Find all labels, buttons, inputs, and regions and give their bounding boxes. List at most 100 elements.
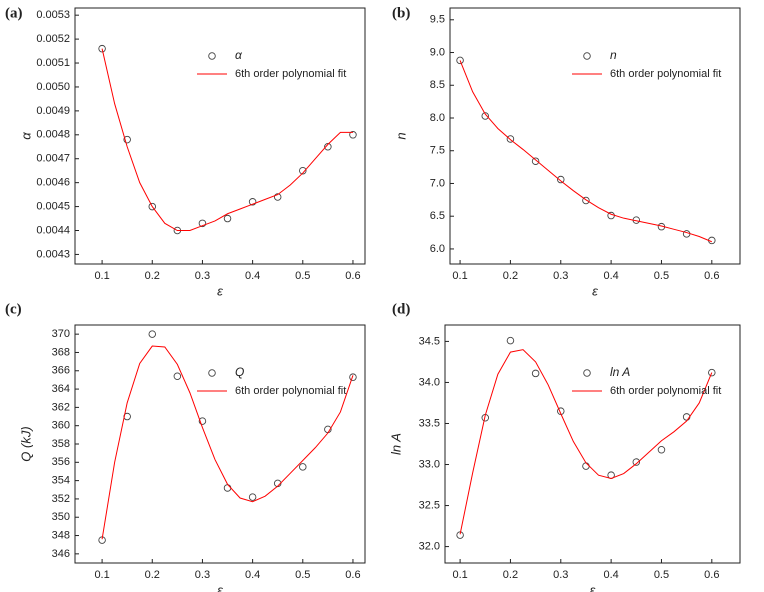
fit-line [101,345,354,540]
data-point [324,143,332,151]
fit-line [101,48,353,232]
y-tick-label: 0.0052 [36,33,70,45]
y-tick-label: 34.0 [419,376,440,388]
x-tick-label: 0.3 [553,270,568,282]
x-tick-label: 0.4 [603,270,618,282]
x-tick-label: 0.3 [553,569,568,581]
y-tick-label: 358 [52,438,70,450]
fit-line [459,60,712,243]
y-tick-label: 9.5 [430,14,445,26]
y-tick-label: 7.0 [430,177,445,189]
y-tick-label: 366 [52,365,70,377]
x-tick-label: 0.2 [503,270,518,282]
y-tick-label: 356 [52,456,70,468]
data-point [708,368,716,377]
y-tick-label: 33.0 [419,458,440,470]
data-point [123,135,131,144]
y-tick-label: 9.0 [430,46,445,58]
y-tick-label: 32.5 [419,499,440,511]
data-point [657,445,666,454]
y-tick-label: 0.0049 [36,105,70,117]
y-tick-label: 352 [52,493,70,505]
y-tick-label: 362 [52,401,70,413]
legend-marker [583,52,591,60]
y-tick-label: 364 [52,383,70,395]
y-tick-label: 32.0 [419,540,440,552]
data-point [148,202,157,211]
x-axis-label: ε [217,582,223,592]
x-axis-label: ε [217,283,223,298]
y-tick-label: 33.5 [419,417,440,429]
data-point [299,463,307,471]
legend-label: 6th order polynomial fit [235,385,346,397]
data-point [349,131,357,139]
y-tick-label: 0.0046 [36,177,70,189]
data-point [456,56,464,65]
legend-label: n [610,48,617,62]
y-tick-label: 0.0043 [36,248,70,260]
y-tick-label: 368 [52,346,70,358]
y-axis-label: α [18,132,33,140]
data-point [557,175,565,184]
y-axis-label: Q (kJ) [18,426,33,461]
x-tick-label: 0.3 [195,569,210,581]
y-tick-label: 7.5 [430,145,445,157]
data-point [98,44,106,53]
panel-label: (c) [5,301,22,317]
x-tick-label: 0.2 [503,569,518,581]
legend-marker [583,369,591,377]
x-tick-label: 0.4 [603,569,618,581]
x-tick-label: 0.3 [195,270,210,282]
x-tick-label: 0.1 [94,270,109,282]
x-tick-label: 0.6 [345,569,360,581]
y-tick-label: 6.5 [430,210,445,222]
y-tick-label: 0.0053 [36,9,70,21]
data-point [248,493,257,501]
y-tick-label: 8.0 [430,112,445,124]
panel-label: (d) [392,301,410,317]
plot-frame [74,7,366,265]
x-tick-label: 0.5 [295,270,310,282]
data-point [173,372,182,381]
legend-label: 6th order polynomial fit [235,68,346,80]
y-tick-label: 8.5 [430,79,445,91]
plot-frame [444,324,741,564]
y-axis-label: n [393,132,408,139]
x-tick-label: 0.1 [452,270,467,282]
legend-label: ln A [610,365,630,379]
data-point [506,135,515,143]
x-tick-label: 0.6 [704,569,719,581]
y-tick-label: 0.0048 [36,129,70,141]
data-point [198,219,207,228]
legend-label: 6th order polynomial fit [610,385,721,397]
data-point [582,462,590,470]
y-tick-label: 354 [52,475,70,487]
y-tick-label: 0.0050 [36,81,70,93]
x-tick-label: 0.6 [704,270,719,282]
legend-label: α [235,48,243,62]
y-tick-label: 34.5 [419,335,440,347]
y-tick-label: 0.0044 [36,224,70,236]
x-axis-label: ε [592,283,598,298]
data-point [273,193,282,201]
data-point [531,157,540,165]
panel-label: (a) [5,5,23,21]
y-tick-label: 0.0051 [36,57,70,69]
x-tick-label: 0.5 [654,270,669,282]
fit-line [459,349,713,535]
data-point [299,166,307,175]
data-point [582,196,590,205]
data-point [531,369,540,378]
data-point [148,330,157,338]
y-axis-label: ln A [388,433,403,455]
y-tick-label: 6.0 [430,243,445,255]
x-tick-label: 0.2 [145,270,160,282]
plot-frame [449,7,741,265]
data-point [223,484,232,492]
data-point [632,458,641,466]
x-tick-label: 0.2 [145,569,160,581]
data-point [198,417,207,425]
data-point [506,336,515,345]
x-tick-label: 0.4 [245,270,260,282]
